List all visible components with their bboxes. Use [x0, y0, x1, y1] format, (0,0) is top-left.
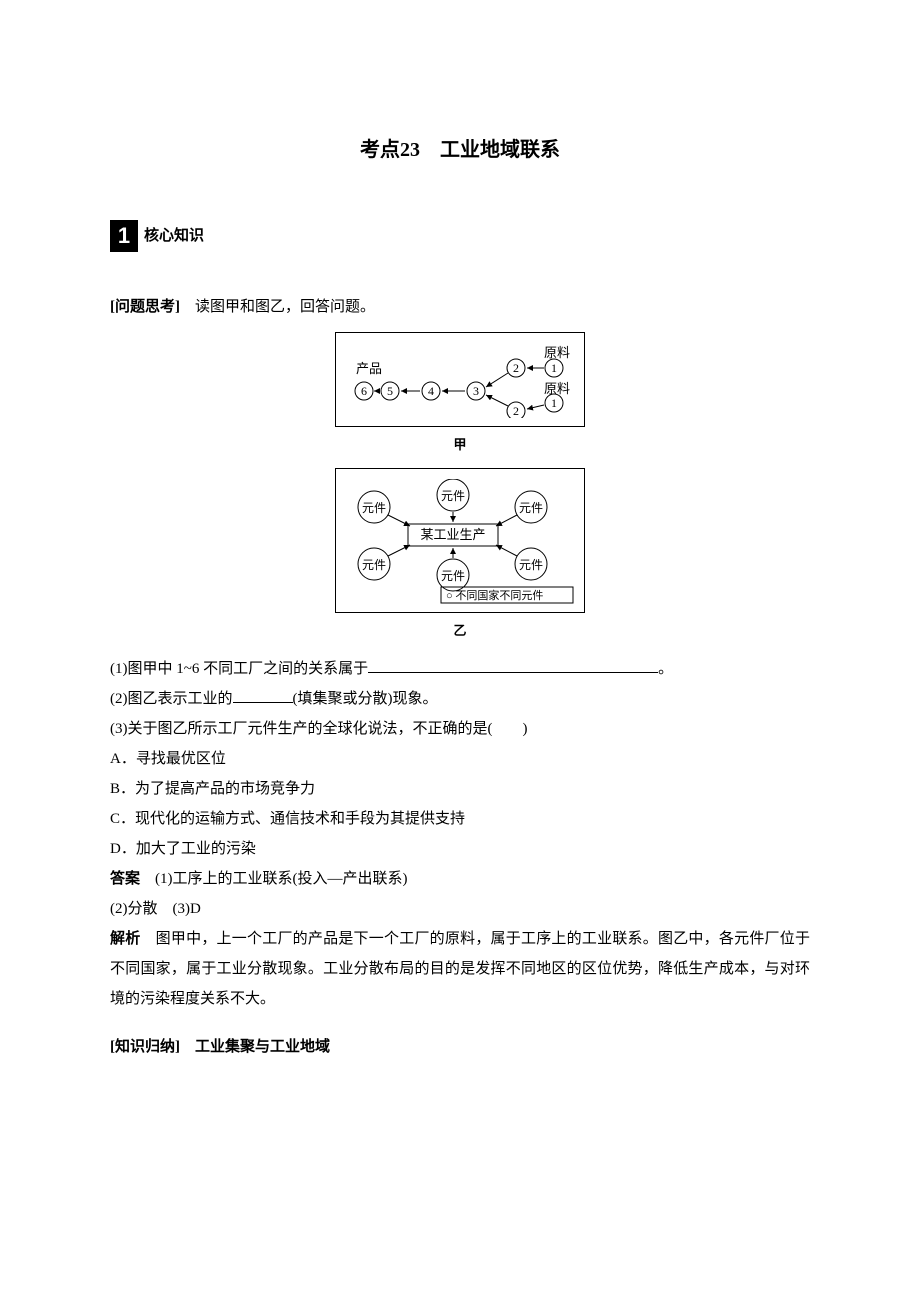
analysis: 解析 图甲中，上一个工厂的产品是下一个工厂的原料，属于工序上的工业联系。图乙中，… — [110, 924, 810, 1014]
q1-blank — [368, 658, 658, 673]
knowledge-heading: [知识归纳] 工业集聚与工业地域 — [110, 1032, 810, 1062]
svg-text:6: 6 — [361, 384, 367, 398]
svg-text:2: 2 — [513, 404, 519, 418]
svg-text:元件: 元件 — [441, 569, 465, 583]
material-label-2: 原料 — [544, 381, 570, 396]
product-label: 产品 — [356, 361, 382, 376]
svg-text:○ 不同国家不同元件: ○ 不同国家不同元件 — [446, 588, 543, 602]
svg-text:1: 1 — [551, 396, 557, 410]
svg-text:2: 2 — [513, 361, 519, 375]
svg-text:元件: 元件 — [362, 501, 386, 515]
option-b: B．为了提高产品的市场竞争力 — [110, 774, 810, 804]
svg-text:元件: 元件 — [519, 501, 543, 515]
q2-prefix: (2)图乙表示工业的 — [110, 691, 233, 707]
answer-label: 答案 — [110, 871, 140, 887]
answer-line-1: 答案 (1)工序上的工业联系(投入—产出联系) — [110, 864, 810, 894]
diagram-jia-container: 产品 原料 原料 6 5 4 3 2 2 1 1 — [110, 332, 810, 458]
option-c: C．现代化的运输方式、通信技术和手段为其提供支持 — [110, 804, 810, 834]
answer-text-1: (1)工序上的工业联系(投入—产出联系) — [140, 871, 407, 887]
svg-text:3: 3 — [473, 384, 479, 398]
option-a: A．寻找最优区位 — [110, 744, 810, 774]
analysis-label: 解析 — [110, 931, 140, 947]
q2-blank — [233, 688, 293, 703]
svg-text:元件: 元件 — [519, 558, 543, 572]
answer-line-2: (2)分散 (3)D — [110, 894, 810, 924]
diagram-yi-container: 某工业生产 元件 元件 元件 元件 元件 元件 ○ 不同国家不同元件 乙 — [110, 468, 810, 644]
q1-prefix: (1)图甲中 1~6 不同工厂之间的关系属于 — [110, 661, 368, 677]
problem-heading: [问题思考] 读图甲和图乙，回答问题。 — [110, 292, 810, 322]
q2-mid: (填集聚或分散)现象。 — [293, 691, 438, 707]
diagram-yi-svg: 某工业生产 元件 元件 元件 元件 元件 元件 ○ 不同国家不同元件 — [346, 479, 576, 604]
knowledge-text: 工业集聚与工业地域 — [195, 1039, 330, 1055]
svg-text:某工业生产: 某工业生产 — [420, 527, 485, 542]
section-number: 1 — [110, 220, 138, 252]
svg-text:1: 1 — [551, 361, 557, 375]
svg-text:5: 5 — [387, 384, 393, 398]
svg-text:元件: 元件 — [441, 489, 465, 503]
problem-text: 读图甲和图乙，回答问题。 — [195, 299, 375, 315]
diagram-yi: 某工业生产 元件 元件 元件 元件 元件 元件 ○ 不同国家不同元件 — [335, 468, 585, 613]
diagram-jia: 产品 原料 原料 6 5 4 3 2 2 1 1 — [335, 332, 585, 427]
material-label-1: 原料 — [544, 345, 570, 360]
diagram-jia-caption: 甲 — [110, 432, 810, 458]
knowledge-label: [知识归纳] — [110, 1039, 195, 1055]
question-3: (3)关于图乙所示工厂元件生产的全球化说法，不正确的是( ) — [110, 714, 810, 744]
q1-suffix: 。 — [658, 661, 673, 677]
question-2: (2)图乙表示工业的 (填集聚或分散)现象。 — [110, 684, 810, 714]
option-d: D．加大了工业的污染 — [110, 834, 810, 864]
diagram-yi-caption: 乙 — [110, 618, 810, 644]
question-1: (1)图甲中 1~6 不同工厂之间的关系属于 。 — [110, 654, 810, 684]
diagram-jia-svg: 产品 原料 原料 6 5 4 3 2 2 1 1 — [346, 343, 576, 418]
analysis-text: 图甲中，上一个工厂的产品是下一个工厂的原料，属于工序上的工业联系。图乙中，各元件… — [110, 931, 810, 1007]
problem-label: [问题思考] — [110, 299, 195, 315]
section-label: 核心知识 — [144, 221, 204, 251]
svg-text:4: 4 — [428, 384, 434, 398]
page-title: 考点23 工业地域联系 — [110, 130, 810, 170]
svg-text:元件: 元件 — [362, 558, 386, 572]
section-header: 1 核心知识 — [110, 220, 810, 252]
